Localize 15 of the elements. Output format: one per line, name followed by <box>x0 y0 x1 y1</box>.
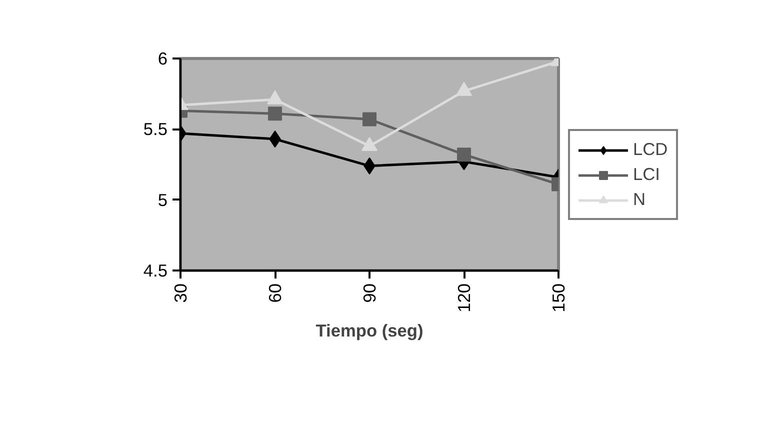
x-tick-label: 120 <box>454 283 474 312</box>
y-tick-label: 5 <box>158 190 168 210</box>
point <box>268 106 282 121</box>
x-tick-label: 30 <box>170 283 190 303</box>
legend-label: LCD <box>633 139 668 160</box>
legend-label: LCI <box>633 164 660 185</box>
y-tick-label: 5.5 <box>143 119 168 140</box>
point <box>362 112 376 126</box>
legend-label: N <box>633 189 647 210</box>
x-tick-label: 60 <box>265 283 285 303</box>
x-axis-title: Tiempo (seg) <box>316 320 424 340</box>
y-tick-label: 6 <box>158 48 168 68</box>
y-tick-label: 4.5 <box>143 260 168 280</box>
x-tick-label: 90 <box>360 283 380 303</box>
x-tick-label: 150 <box>548 283 568 312</box>
